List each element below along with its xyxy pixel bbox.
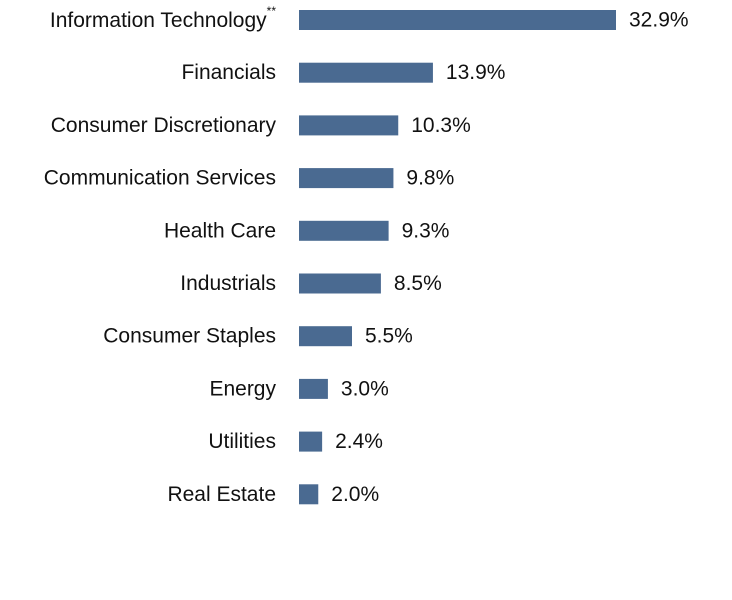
bar (299, 431, 323, 452)
bar (299, 378, 328, 399)
value-label: 2.4% (335, 430, 383, 453)
bar (299, 484, 319, 505)
category-label: Energy (209, 377, 276, 400)
value-label: 13.9% (446, 61, 506, 84)
value-label: 32.9% (629, 9, 689, 32)
category-label: Real Estate (167, 483, 276, 506)
value-label: 5.5% (365, 325, 413, 348)
bar (299, 273, 381, 294)
category-label-text: Information Technology (50, 9, 267, 32)
bar (299, 326, 352, 347)
category-label: Utilities (208, 430, 276, 453)
value-label: 9.3% (402, 219, 450, 242)
value-label: 8.5% (394, 272, 442, 295)
category-label: Financials (181, 61, 276, 84)
category-label: Information Technology** (50, 4, 276, 32)
bar (299, 168, 394, 189)
bar (299, 62, 433, 83)
value-label: 2.0% (331, 483, 379, 506)
category-label: Consumer Discretionary (51, 114, 277, 137)
value-label: 9.8% (406, 167, 454, 190)
bar (299, 10, 616, 30)
value-label: 10.3% (411, 114, 471, 137)
category-label: Communication Services (44, 167, 276, 190)
category-label: Health Care (164, 219, 276, 242)
bar (299, 115, 399, 136)
category-label: Industrials (180, 272, 276, 295)
footnote-marker: ** (267, 4, 277, 18)
category-label: Consumer Staples (103, 325, 276, 348)
bar (299, 220, 389, 241)
value-label: 3.0% (341, 377, 389, 400)
